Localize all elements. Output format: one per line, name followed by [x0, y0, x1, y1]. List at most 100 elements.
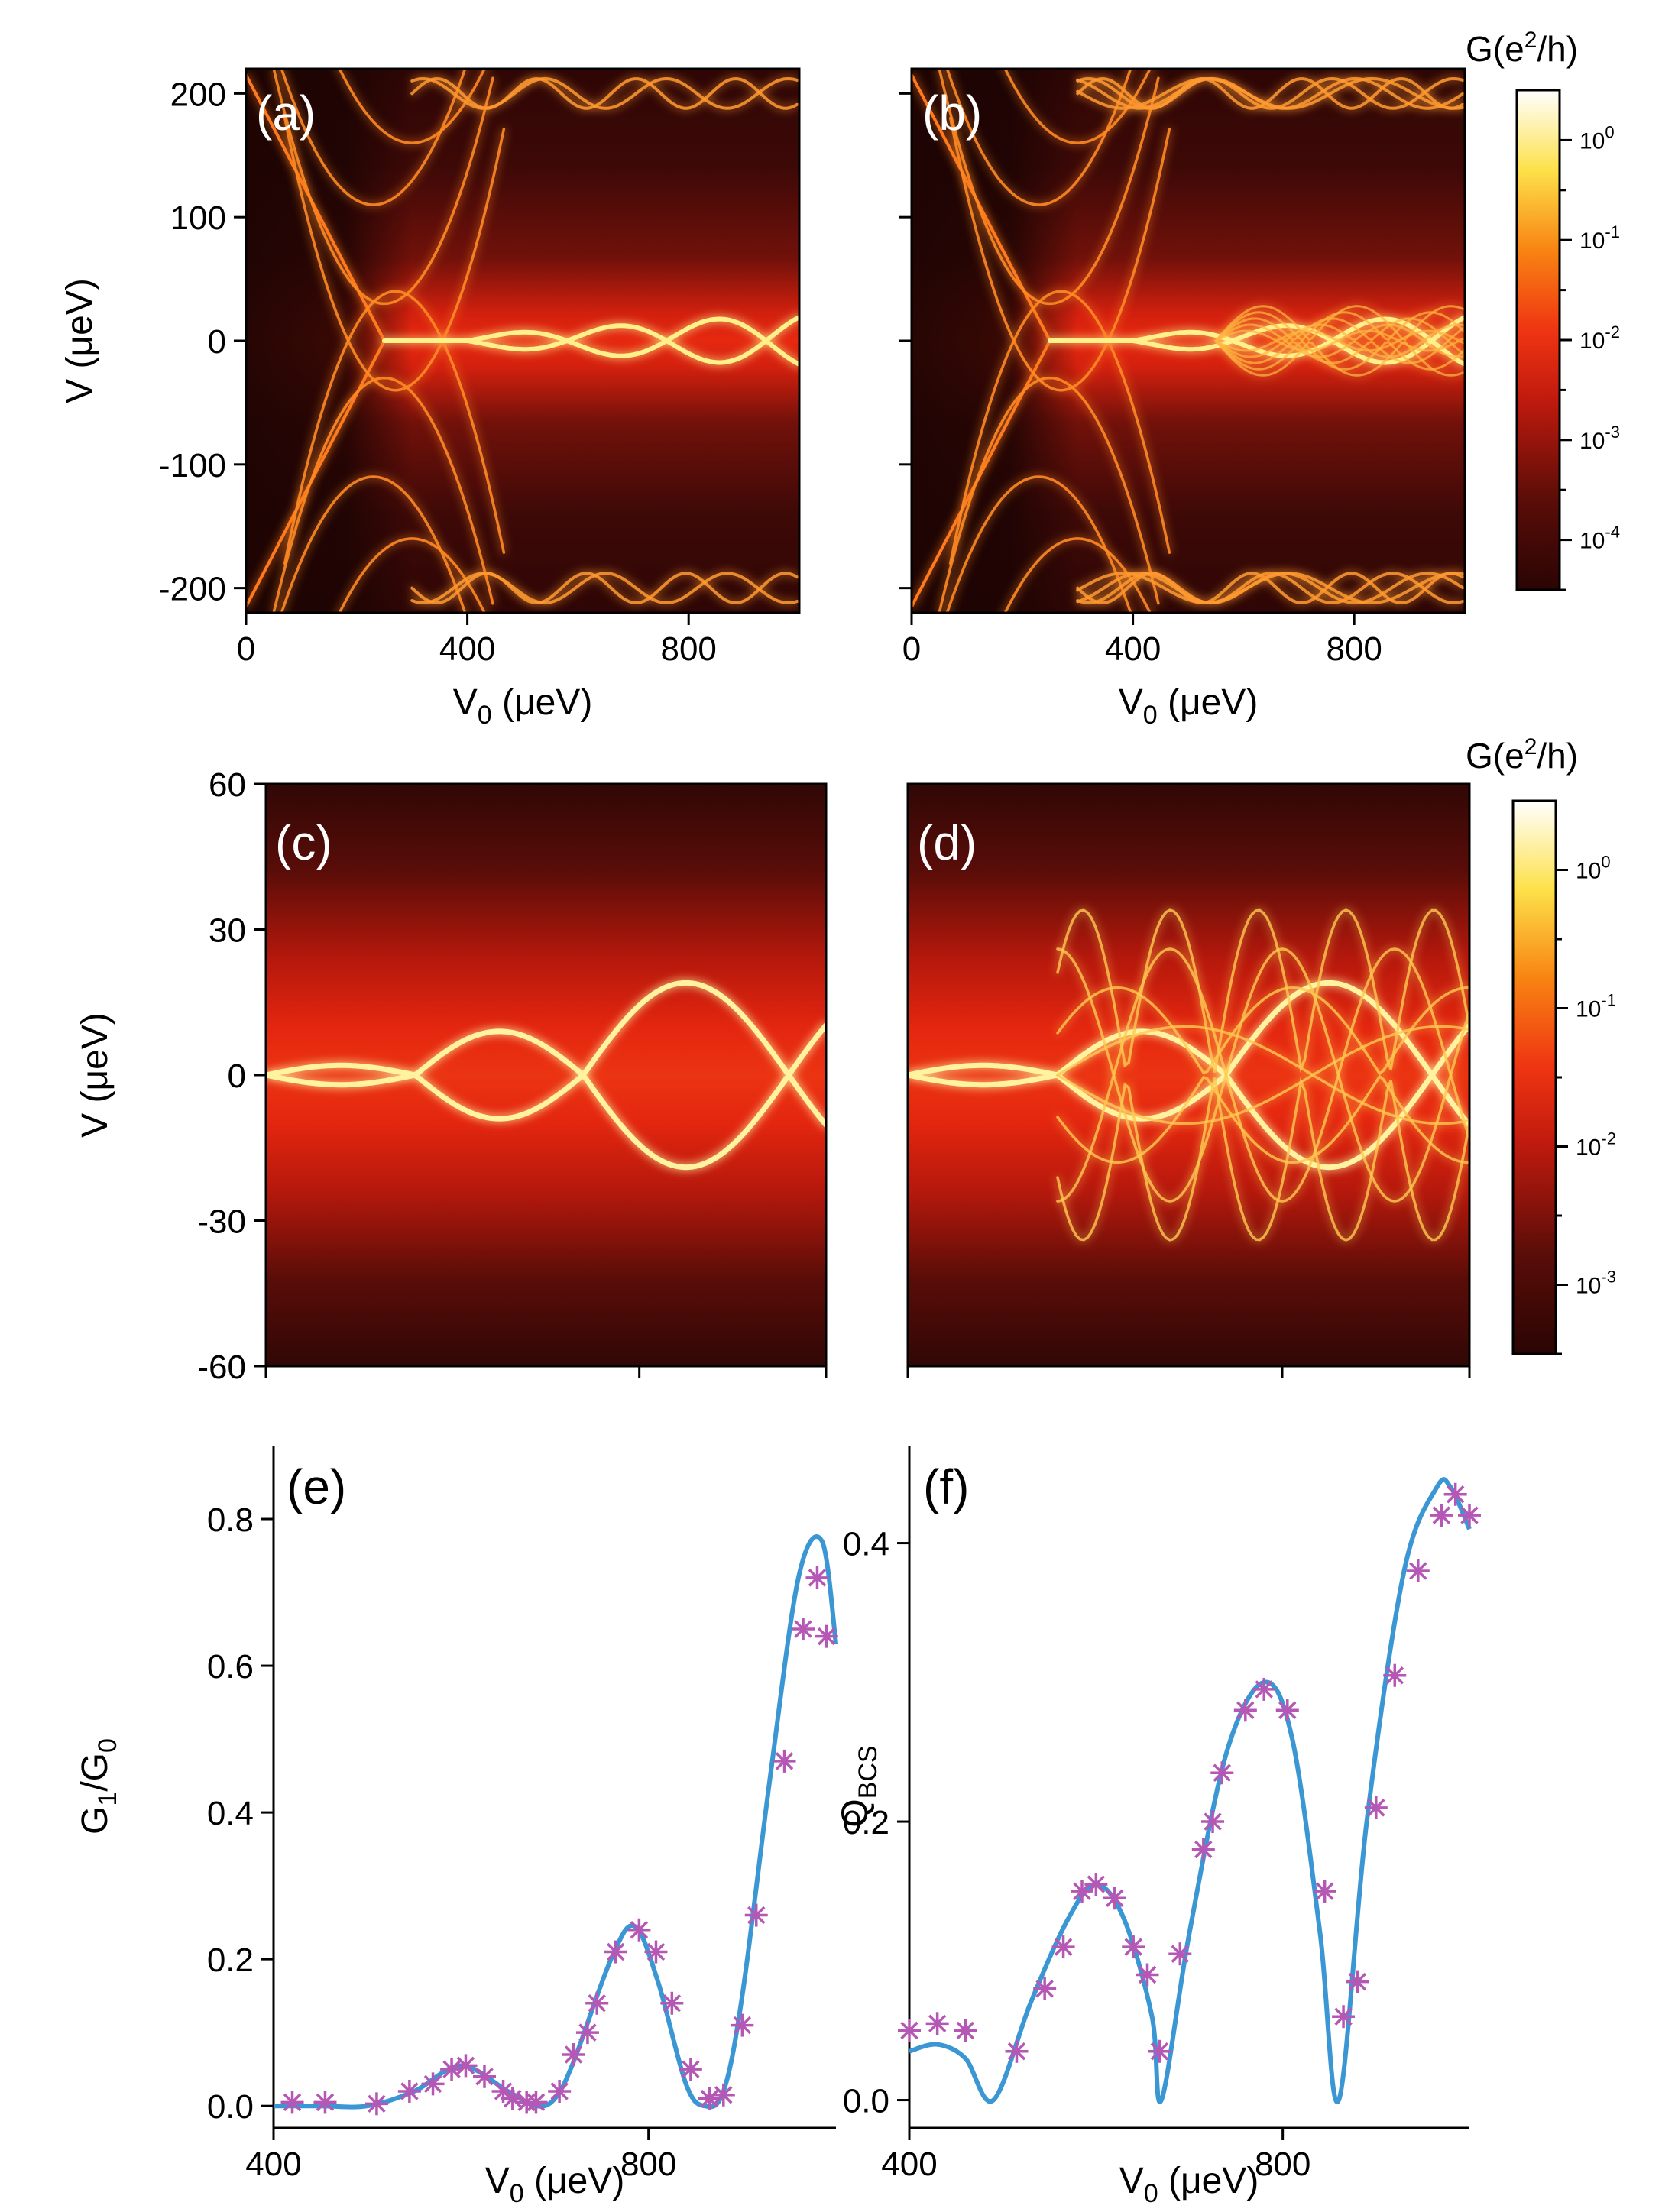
colorbar-tick-base: 10 [1579, 429, 1605, 454]
data-marker [1122, 1935, 1145, 1959]
data-marker-stroke [1171, 1945, 1190, 1963]
data-marker [421, 2072, 445, 2096]
x-axis-label-sub: 0 [1143, 701, 1158, 730]
data-marker-stroke [1348, 1972, 1367, 1991]
heatmap-extra-mode [1056, 1077, 1469, 1242]
x-tick-label: 800 [620, 2146, 676, 2183]
y-axis-label-sub: BCS [854, 1745, 883, 1799]
data-marker [1332, 2005, 1356, 2029]
heatmap-edge-band [410, 572, 799, 604]
y-axis-label-part: /G [75, 1753, 115, 1792]
data-marker [1364, 1796, 1388, 1819]
heatmap-extra-mode [1214, 339, 1465, 358]
data-marker [313, 2091, 337, 2114]
plot-e-marks [273, 1534, 838, 2116]
data-marker-stroke [794, 1620, 812, 1638]
data-marker-stroke [550, 2082, 569, 2100]
data-marker-stroke [283, 2093, 302, 2112]
heatmap-arc-state [280, 475, 467, 613]
data-marker [1252, 1677, 1276, 1701]
heatmap-c-bands [266, 980, 826, 1171]
x-axis-label-sub: 0 [478, 701, 492, 730]
data-marker-stroke [1367, 1799, 1385, 1817]
y-tick-label: 60 [209, 766, 246, 804]
data-marker [1346, 1970, 1369, 1993]
heatmap-extra-mode [1214, 338, 1465, 364]
colorbar-tick-exp: -4 [1605, 523, 1620, 542]
x-tick-label: 400 [1105, 630, 1161, 668]
data-marker-stroke [1124, 1938, 1142, 1956]
y-tick-label: 0.4 [207, 1795, 254, 1832]
data-marker-stroke [316, 2093, 335, 2112]
data-marker-stroke [456, 2056, 475, 2075]
heatmap-mode-lower [266, 1072, 826, 1171]
x-axis-label-sub: 0 [510, 2179, 524, 2208]
y-axis-label: G1/G0 [75, 1738, 122, 1835]
panel-label-a: (a) [256, 86, 316, 141]
data-marker-stroke [1460, 1506, 1479, 1524]
data-marker-stroke [1194, 1840, 1213, 1859]
data-marker [548, 2079, 572, 2103]
y-tick-label: -200 [159, 571, 226, 608]
colorbar-tick-label: 10-1 [1576, 991, 1616, 1022]
data-marker-stroke [423, 2074, 442, 2094]
data-marker [792, 1618, 815, 1641]
data-marker [679, 2058, 702, 2081]
heatmap-arc-state [272, 69, 494, 306]
y-tick-label: 0.2 [207, 1942, 254, 1979]
y-axis-label-part: 0 [93, 1738, 122, 1753]
colorbar-mid-gradient [1511, 799, 1557, 1355]
data-marker-stroke [1278, 1701, 1297, 1720]
data-marker-stroke [1035, 1980, 1054, 1998]
data-marker-stroke [1073, 1882, 1091, 1900]
data-marker [1233, 1699, 1257, 1722]
y-axis-label: V (μeV) [60, 278, 100, 403]
heatmap-extra-mode [1056, 1074, 1469, 1164]
data-marker [731, 2013, 754, 2037]
data-marker-stroke [714, 2086, 733, 2104]
heatmap-arc-state [948, 116, 1171, 392]
panel-label-d: (d) [917, 815, 977, 870]
data-marker [698, 2087, 721, 2110]
y-tick-label: 0 [228, 1057, 246, 1095]
data-marker-stroke [747, 1906, 766, 1925]
colorbar-tick-exp: -2 [1605, 322, 1620, 342]
x-axis-label-main: V [1119, 682, 1143, 723]
y-tick-label: 0.4 [843, 1526, 889, 1563]
data-marker-stroke [630, 1921, 649, 1939]
heatmap-c-background [266, 784, 826, 1366]
heatmap-extra-mode [1214, 329, 1465, 342]
data-marker-stroke [808, 1569, 827, 1587]
data-marker-stroke [494, 2082, 513, 2100]
data-marker-stroke [564, 2045, 583, 2064]
data-marker-stroke [400, 2082, 419, 2100]
line-panel-e: (e) [272, 1446, 838, 2129]
data-marker [280, 2091, 304, 2114]
data-marker [491, 2079, 515, 2103]
data-marker-stroke [606, 1942, 625, 1961]
colorbar-tick-label: 10-1 [1579, 222, 1620, 254]
heatmap-extra-mode [1214, 317, 1465, 343]
heatmap-arc-state [283, 290, 506, 565]
y-tick-label: 200 [170, 76, 226, 113]
data-marker [562, 2042, 585, 2066]
heatmap-mode-upper [266, 980, 826, 1078]
data-marker-stroke [733, 2016, 752, 2035]
panel-label-f: (f) [923, 1459, 969, 1514]
y-tick-label: 30 [209, 912, 246, 950]
heatmap-extra-mode [1056, 1074, 1469, 1125]
heatmap-arc-state [945, 69, 1132, 206]
data-marker [1191, 1838, 1215, 1861]
y-tick-label: 0.8 [207, 1501, 254, 1539]
data-marker [585, 1991, 609, 2015]
x-tick-label: 800 [1326, 630, 1382, 668]
x-axis-label-main: V [485, 2161, 510, 2201]
data-marker [473, 2065, 496, 2088]
colorbar-tick-label: 10-3 [1576, 1268, 1616, 1299]
data-marker-stroke [1007, 2042, 1026, 2061]
data-marker-stroke [900, 2021, 918, 2040]
panel-label-b: (b) [922, 86, 982, 141]
y-axis-label-part: G [75, 1806, 115, 1835]
heatmap-b-bands [912, 69, 1465, 613]
colorbar-tick-label: 10-2 [1576, 1129, 1616, 1161]
